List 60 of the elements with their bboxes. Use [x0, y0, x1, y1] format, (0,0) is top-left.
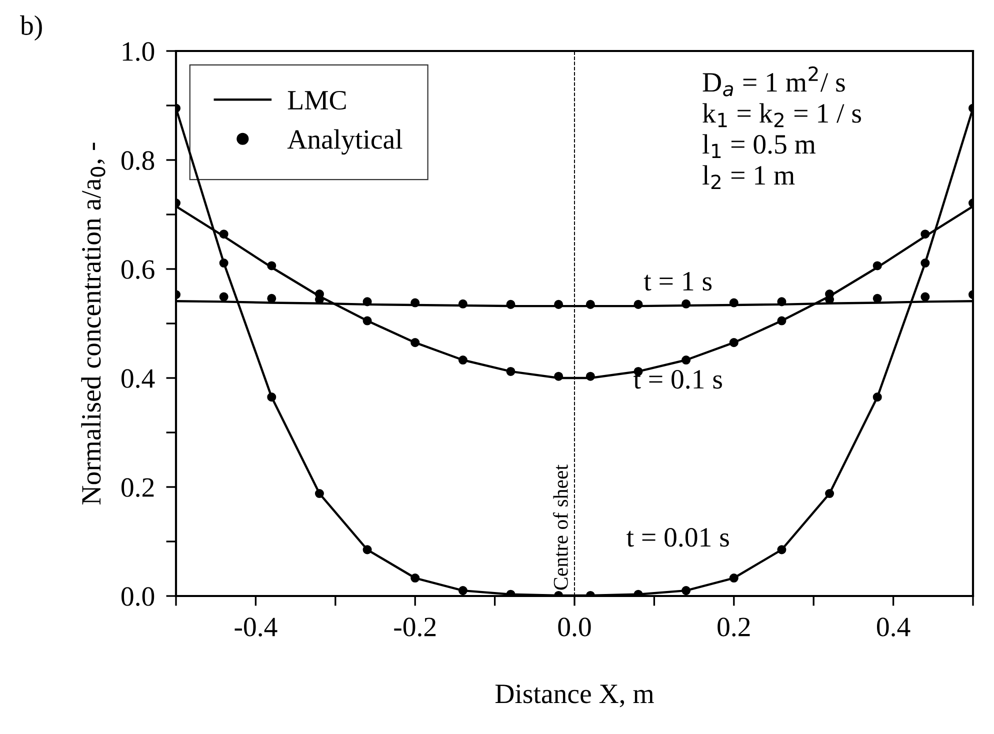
point — [458, 586, 468, 596]
point — [729, 338, 738, 348]
point — [777, 545, 786, 554]
x-tick-label: 0.0 — [558, 618, 591, 637]
x-tick-label: -0.2 — [394, 618, 436, 637]
point — [458, 299, 468, 308]
point — [458, 356, 468, 365]
point — [267, 392, 276, 402]
y-tick-label: 0.2 — [122, 478, 154, 498]
y-tick-label: 0.0 — [122, 587, 154, 606]
point — [219, 258, 228, 268]
point — [920, 292, 930, 302]
point — [920, 258, 930, 268]
x-axis-title: Distance X, m — [495, 684, 654, 708]
y-axis-title: Normalised concentration a/a$_{0}$, - — [81, 142, 106, 505]
point — [506, 300, 516, 309]
point — [872, 392, 882, 402]
point — [634, 300, 643, 309]
y-tick-label: 1.0 — [122, 42, 154, 62]
point — [825, 489, 834, 498]
x-tick-label: 0.4 — [877, 618, 910, 637]
text: D$_{a}$ = 1 m$^{2}$/ s k$_{1}$ = k$_{2}$ = 1 / s l$_{1}$ = 0.5 m l$_{2}$ = 1 m — [702, 66, 861, 190]
point — [506, 366, 516, 376]
point — [682, 586, 691, 596]
point — [219, 230, 228, 239]
point — [777, 316, 786, 326]
point — [267, 294, 276, 303]
y-tick-label: 0.6 — [122, 260, 154, 280]
point — [682, 299, 691, 308]
y-tick-label: 0.8 — [122, 151, 154, 170]
x-tick-label: 0.2 — [718, 618, 750, 637]
point — [410, 298, 420, 308]
point — [410, 338, 420, 348]
x-tick-label: -0.4 — [234, 618, 278, 637]
point — [362, 545, 372, 554]
point — [267, 261, 276, 270]
point — [554, 300, 564, 309]
point — [586, 372, 595, 381]
point — [410, 574, 420, 583]
y-tick-label: 0.4 — [122, 369, 155, 388]
point — [729, 574, 738, 583]
point — [634, 366, 643, 376]
point — [920, 230, 930, 239]
ref-line-label: Centre of sheet — [553, 464, 568, 590]
annotation: t = 1 s — [644, 272, 712, 291]
legend-label: Analytical — [287, 129, 402, 155]
point — [586, 300, 595, 309]
point — [729, 298, 738, 308]
point — [872, 261, 882, 270]
text: b) — [20, 15, 42, 41]
point — [362, 297, 372, 306]
point — [362, 316, 372, 326]
legend-label: LMC — [288, 90, 346, 110]
point — [219, 292, 228, 302]
annotation: t = 0.01 s — [626, 528, 729, 547]
point — [314, 489, 324, 498]
point — [872, 294, 882, 303]
point — [777, 297, 786, 306]
point — [554, 372, 564, 381]
point — [682, 356, 691, 365]
